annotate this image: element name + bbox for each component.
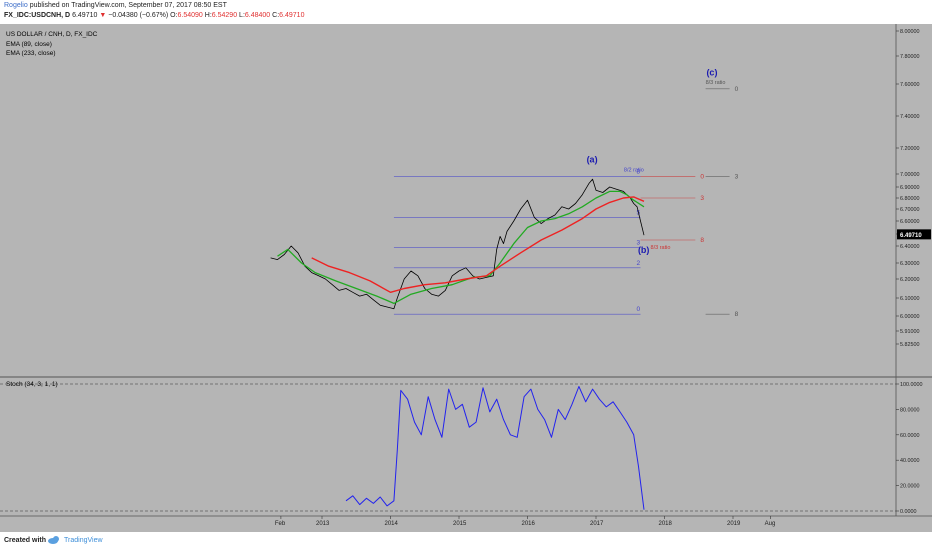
price-axis-label: 6.70000 <box>900 207 920 213</box>
time-axis[interactable]: Feb 2013 2014 2015 2016 2017 2018 2019 Aug <box>0 515 932 527</box>
time-axis-label: 2016 <box>522 521 536 527</box>
fib-level-label: 8 <box>637 169 641 176</box>
created-with-label: Created with <box>4 537 47 544</box>
stoch-title: Stoch (34, 3, 1, 1) <box>6 381 58 388</box>
down-arrow-icon: ▼ <box>99 12 107 19</box>
price-pane[interactable]: 8.00000 7.80000 7.60000 7.40000 7.20000 7.000… <box>0 24 932 516</box>
chart-header: Rogelio published on TradingView.com, Se… <box>0 0 932 24</box>
tradingview-link[interactable]: TradingView <box>64 537 103 544</box>
series-line-ema233[interactable] <box>311 196 645 293</box>
legend-ema233: EMA (233, close) <box>6 50 56 57</box>
symbol-line: FX_IDC:USDCNH, D 6.49710 ▼ −0.04380 (−0.… <box>4 12 304 19</box>
tradingview-cloud-icon <box>48 536 59 544</box>
publish-line: Rogelio published on TradingView.com, Se… <box>4 2 227 9</box>
series-line-stoch[interactable] <box>345 386 645 510</box>
price-change: −0.04380 (−0.67%) <box>108 12 169 19</box>
chart-background <box>0 24 932 532</box>
price-axis-label: 6.60000 <box>900 219 920 225</box>
stoch-axis-label: 0.0000 <box>900 509 917 515</box>
open-label: O: <box>170 12 178 19</box>
stoch-pane[interactable]: Stoch (34, 3, 1, 1) 100.0000 80.0000 60.000… <box>0 381 922 515</box>
price-axis-label: 8.00000 <box>900 29 920 35</box>
last-price: 6.49710 <box>72 12 98 19</box>
fib-level-label: 3 <box>700 195 704 202</box>
stoch-axis-label: 20.0000 <box>900 484 920 490</box>
price-axis-label: 5.82500 <box>900 342 920 348</box>
low-label: L: <box>239 12 245 19</box>
low-value: 6.48400 <box>244 12 271 19</box>
price-axis-label: 6.80000 <box>900 196 920 202</box>
price-axis-label: 6.40000 <box>900 244 920 250</box>
legend-ema89: EMA (89, close) <box>6 41 52 48</box>
time-axis-label: 2018 <box>659 521 673 527</box>
last-price-tag <box>897 229 931 240</box>
price-axis-label: 6.30000 <box>900 261 920 267</box>
fib-level-label: 0 <box>637 306 641 313</box>
price-axis-label: 7.20000 <box>900 146 920 152</box>
price-axis-label: 7.80000 <box>900 54 920 60</box>
legend-title: US DOLLAR / CNH, D, FX_IDC <box>6 31 98 38</box>
price-axis-label: 6.10000 <box>900 296 920 302</box>
price-axis-label: 6.90000 <box>900 185 920 191</box>
wave-label: (a) <box>587 154 598 164</box>
fib-level-label: 0 <box>700 174 704 181</box>
time-axis-label: 2015 <box>453 521 467 527</box>
price-axis-label: 7.40000 <box>900 114 920 120</box>
fib-ratio-label: 8/3 ratio <box>651 245 671 251</box>
author-link[interactable]: Rogelio <box>4 2 28 9</box>
fib-level-label: 0 <box>735 86 739 93</box>
stoch-axis-label: 100.0000 <box>900 382 922 388</box>
symbol-label: FX_IDC:USDCNH, D <box>4 12 71 19</box>
price-axis-label: 6.00000 <box>900 314 920 320</box>
series-line-price[interactable] <box>270 178 645 310</box>
fib-ratio-label: 8/3 ratio <box>706 80 726 86</box>
time-axis-label: 2017 <box>590 521 604 527</box>
chart-footer: Created with TradingView <box>0 532 932 550</box>
price-axis-label: 5.91000 <box>900 329 920 335</box>
price-axis-label: 7.00000 <box>900 172 920 178</box>
fib-level-label: 3 <box>637 240 641 247</box>
time-axis-label: 2019 <box>727 521 741 527</box>
high-value: 6.54290 <box>211 12 238 19</box>
fib-level-label: 8 <box>700 237 704 244</box>
time-axis-label: 2013 <box>316 521 330 527</box>
high-label: H: <box>204 12 212 19</box>
chart-canvas[interactable]: 8.00000 7.80000 7.60000 7.40000 7.20000 7.000… <box>0 24 932 532</box>
open-value: 6.54090 <box>177 12 203 19</box>
publish-info: published on TradingView.com, September … <box>29 2 227 9</box>
stoch-axis-label: 60.0000 <box>900 433 920 439</box>
time-axis-label: Feb <box>275 521 286 527</box>
fib-level-label: 2 <box>637 260 641 267</box>
stoch-axis-label: 80.0000 <box>900 407 920 413</box>
wave-label: (b) <box>638 245 650 255</box>
stoch-axis-label: 40.0000 <box>900 458 920 464</box>
close-label: C: <box>272 12 280 19</box>
time-axis-label: 2014 <box>385 521 399 527</box>
fib-level-label: 8 <box>735 311 739 318</box>
close-value: 6.49710 <box>279 12 305 19</box>
price-axis-label: 7.60000 <box>900 82 920 88</box>
fib-ratio-label: 8/2 ratio <box>624 168 644 174</box>
price-axis-label: 6.20000 <box>900 277 920 283</box>
wave-label: (c) <box>706 68 717 78</box>
time-axis-label: Aug <box>765 521 776 527</box>
last-price-tag-label: 6.49710 <box>900 233 922 239</box>
fib-level-label: 3 <box>735 174 739 181</box>
